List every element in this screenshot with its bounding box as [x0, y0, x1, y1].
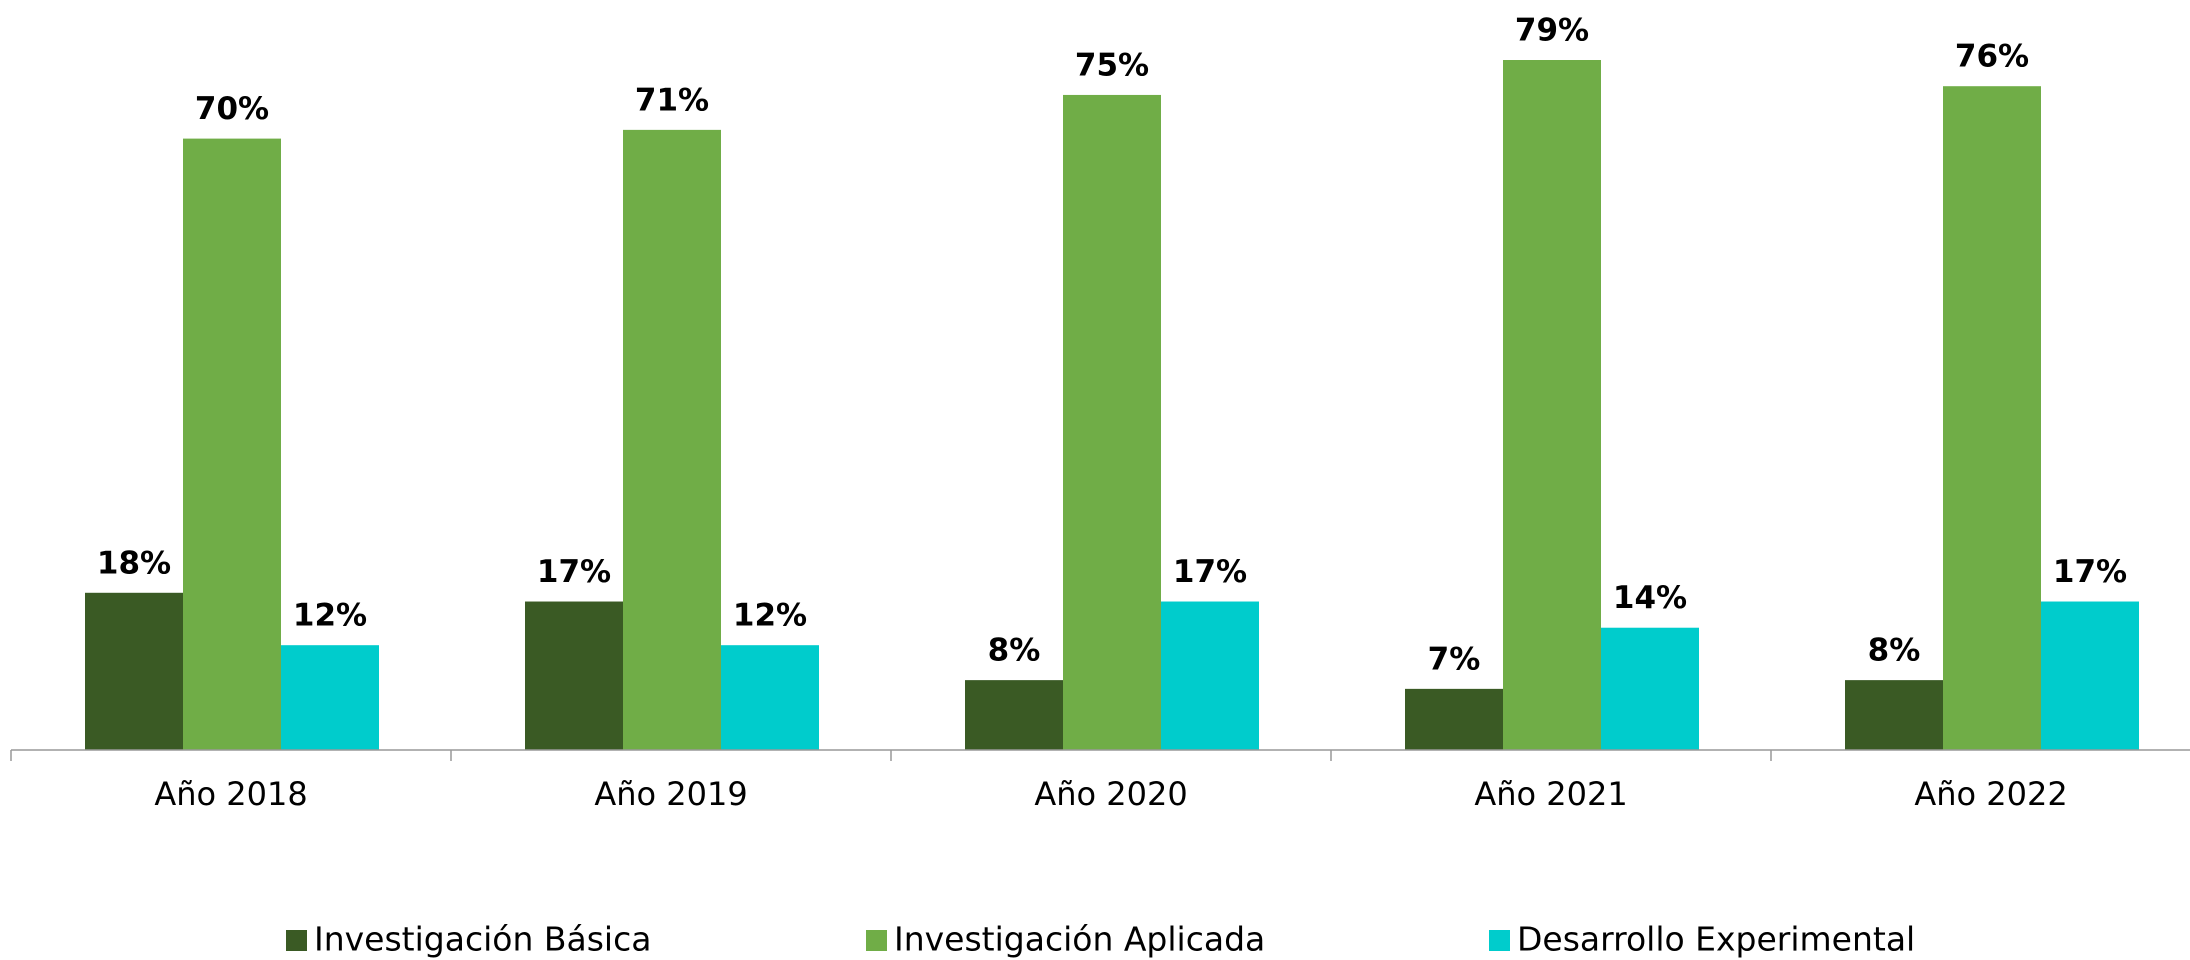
- value-label: 79%: [1515, 13, 1589, 49]
- bar: [1063, 94, 1161, 750]
- x-tick-label: Año 2021: [1474, 775, 1627, 813]
- legend-swatch: [1489, 930, 1510, 951]
- value-label: 14%: [1613, 580, 1687, 616]
- bar: [2041, 601, 2139, 750]
- value-label: 17%: [537, 554, 611, 590]
- bar: [1161, 601, 1259, 750]
- value-label: 70%: [195, 91, 269, 127]
- x-tick-label: Año 2019: [594, 775, 747, 813]
- bar: [281, 645, 379, 750]
- bar: [1601, 627, 1699, 750]
- bar: [525, 601, 623, 750]
- bar: [1503, 60, 1601, 750]
- bar: [721, 645, 819, 750]
- x-tick-label: Año 2022: [1914, 775, 2067, 813]
- value-label: 12%: [733, 598, 807, 634]
- bar: [183, 138, 281, 750]
- legend-label: Investigación Básica: [314, 920, 651, 959]
- bar: [623, 129, 721, 750]
- legend-swatch: [286, 930, 307, 951]
- value-label: 17%: [2053, 554, 2127, 590]
- bar: [1405, 688, 1503, 750]
- value-label: 71%: [635, 82, 709, 118]
- value-label: 12%: [293, 598, 367, 634]
- value-label: 75%: [1075, 47, 1149, 83]
- value-label: 8%: [1868, 633, 1921, 669]
- value-label: 7%: [1428, 641, 1481, 677]
- bar: [85, 592, 183, 750]
- value-label: 18%: [97, 545, 171, 581]
- bar: [1943, 86, 2041, 751]
- value-label: 76%: [1955, 39, 2029, 75]
- x-tick-label: Año 2018: [154, 775, 307, 813]
- value-label: 17%: [1173, 554, 1247, 590]
- x-tick-label: Año 2020: [1034, 775, 1187, 813]
- bar: [965, 680, 1063, 750]
- legend-swatch: [866, 930, 887, 951]
- bar: [1845, 680, 1943, 750]
- legend-label: Investigación Aplicada: [894, 920, 1265, 959]
- value-label: 8%: [988, 633, 1041, 669]
- legend-label: Desarrollo Experimental: [1517, 920, 1915, 959]
